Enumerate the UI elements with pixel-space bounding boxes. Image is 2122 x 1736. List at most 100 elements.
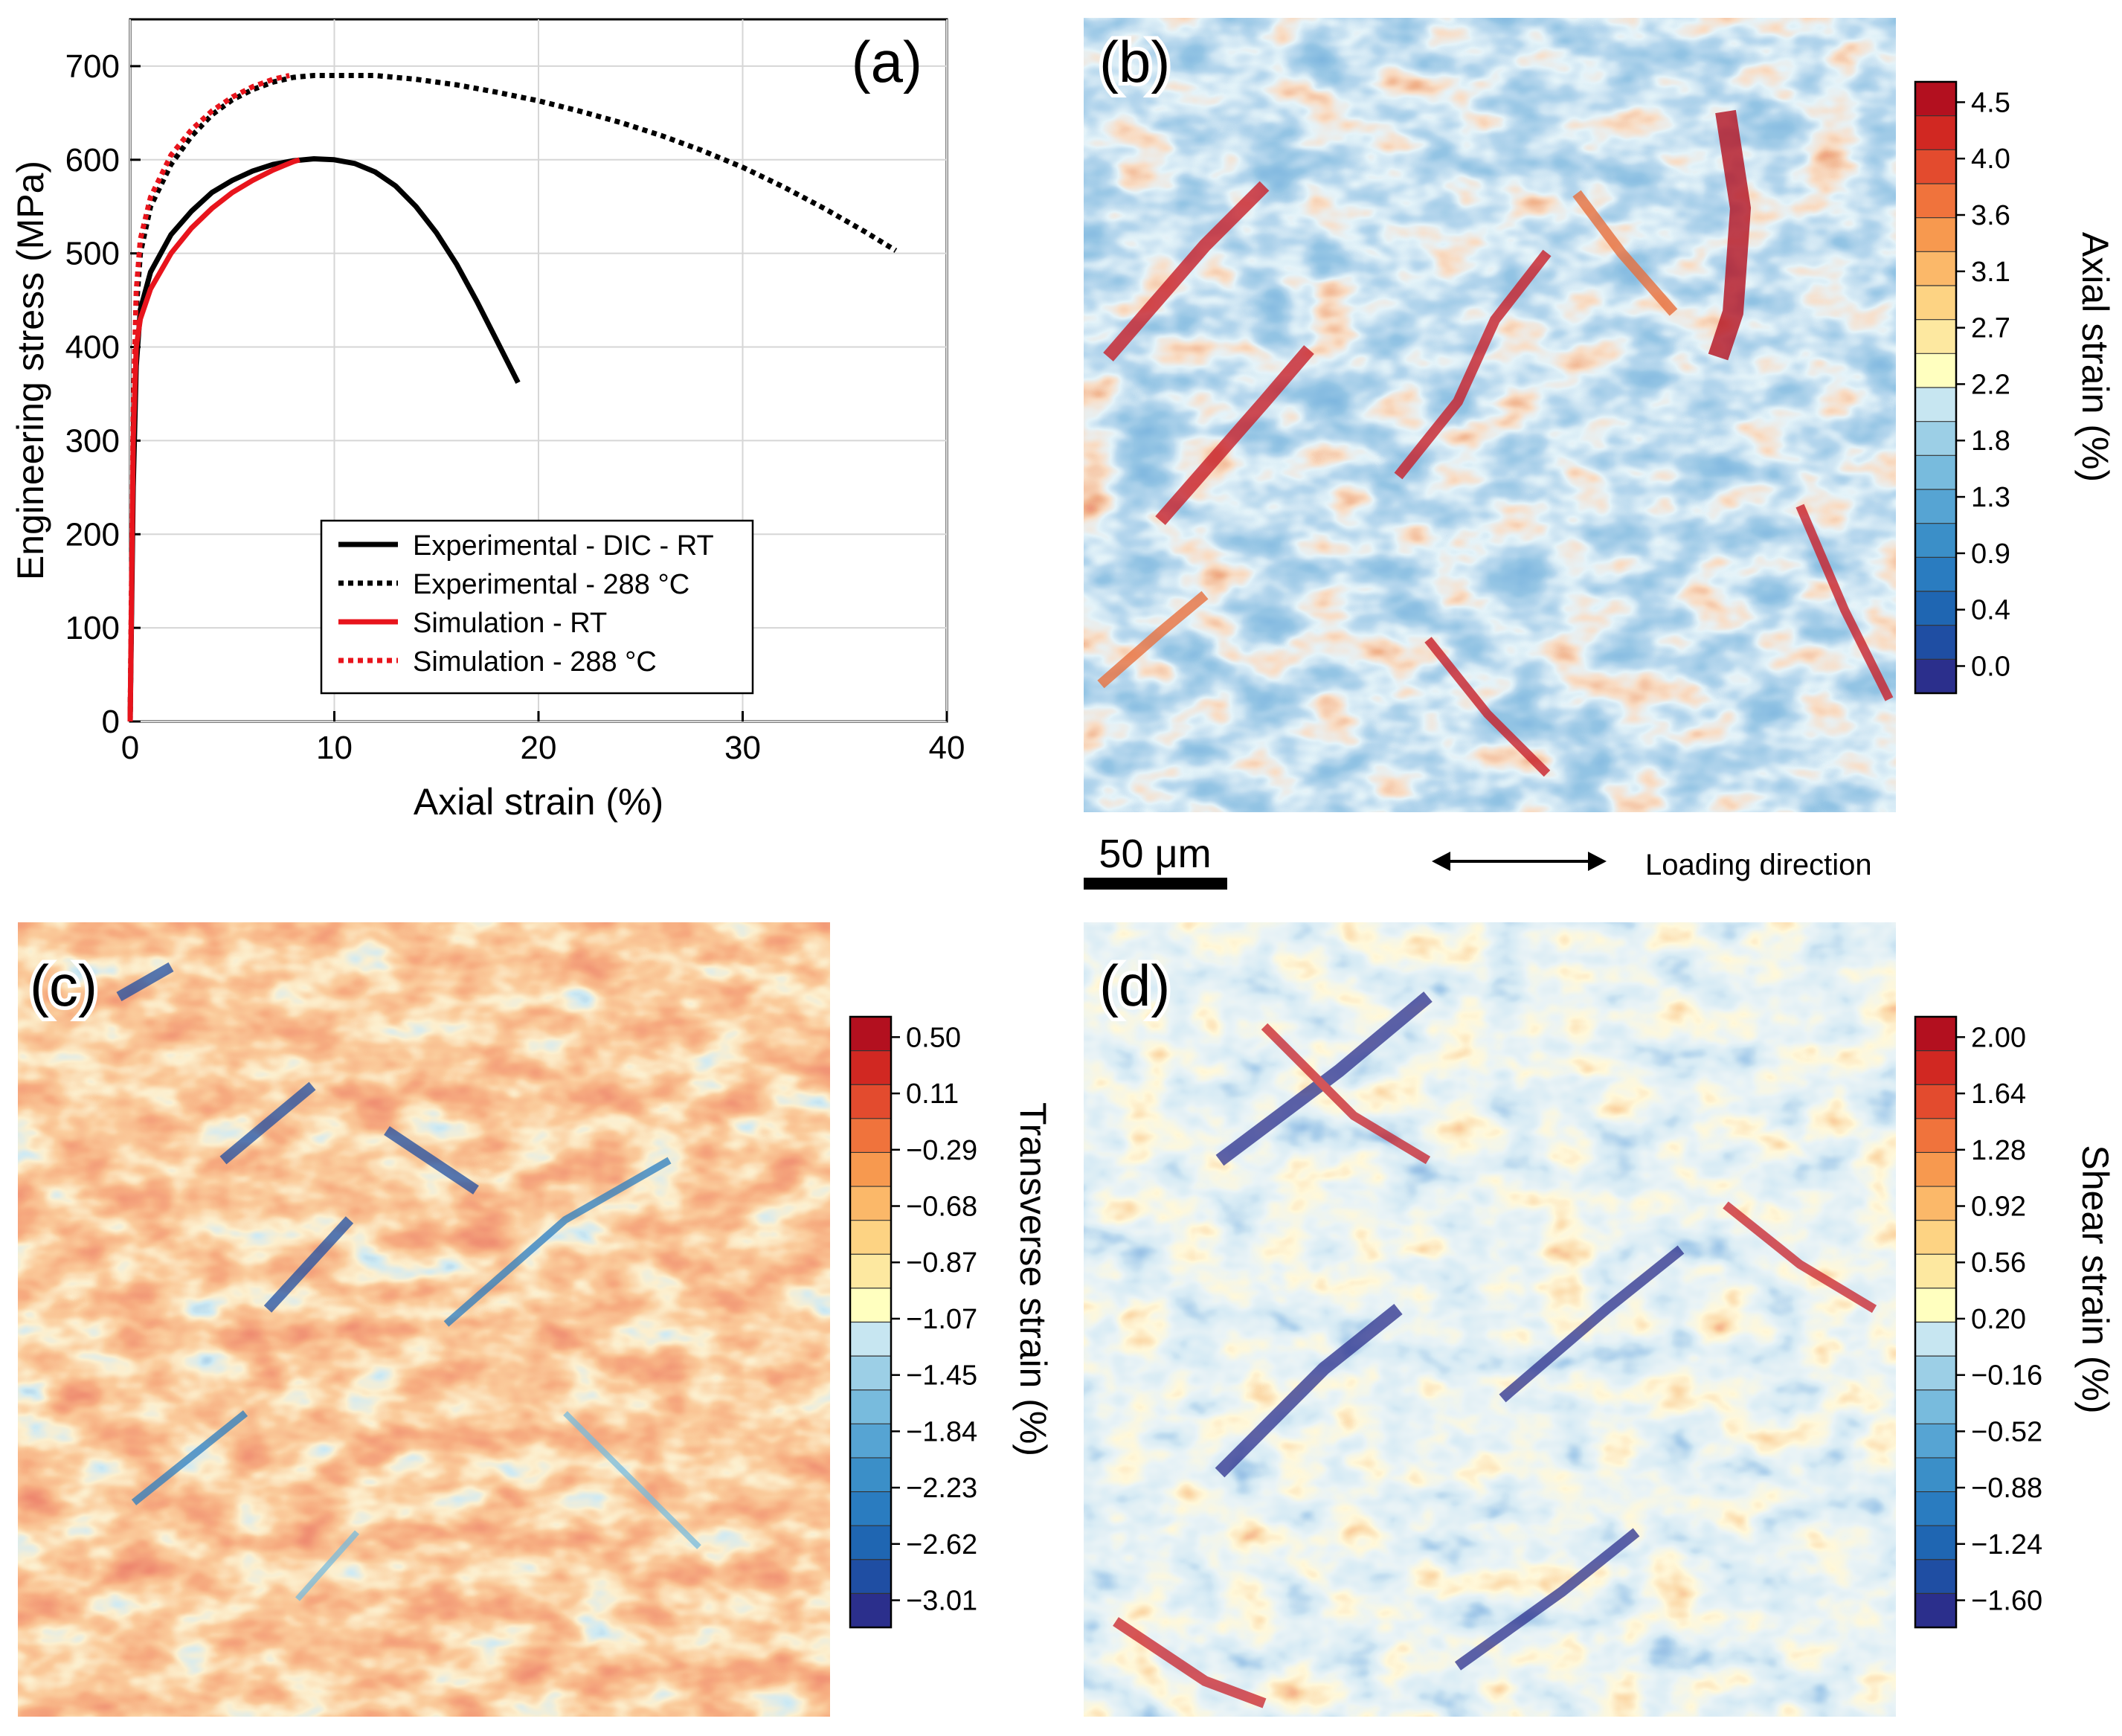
x-tick-label: 30: [724, 730, 761, 766]
legend-label: Simulation - RT: [413, 608, 607, 639]
shear-strain-streaks: [1113, 991, 1877, 1708]
colorbar-tick-label: 1.8: [1971, 425, 2010, 457]
colorbar-band: [1915, 1322, 1956, 1357]
colorbar-band: [850, 1526, 891, 1560]
colorbar-band: [1915, 557, 1956, 592]
colorbar-tick-label: 0.11: [906, 1078, 959, 1110]
colorbar-band: [1915, 1118, 1956, 1153]
series-line-simulation-288-c: [127, 73, 290, 722]
colorbar-band: [1915, 184, 1956, 219]
colorbar-tick-label: 1.28: [1971, 1135, 2026, 1166]
y-tick-label: 600: [65, 142, 120, 179]
colorbar-band: [1915, 1050, 1956, 1085]
colorbar-band: [850, 1186, 891, 1221]
colorbar-band: [850, 1287, 891, 1322]
axial-strain-streaks: [1097, 109, 1894, 777]
colorbar-tick-label: −0.52: [1971, 1416, 2042, 1447]
colorbar-tick-label: 1.3: [1971, 482, 2010, 513]
colorbar-band: [850, 1593, 891, 1628]
colorbar-tick-label: −3.01: [906, 1586, 977, 1617]
colorbar-band: [1915, 217, 1956, 252]
colorbar-band: [1915, 659, 1956, 694]
colorbar-band: [1915, 1186, 1956, 1221]
colorbar-tick-label: 3.6: [1971, 200, 2010, 231]
legend-label: Experimental - 288 °C: [413, 569, 689, 600]
colorbar-tick-label: 2.2: [1971, 369, 2010, 400]
shear-strain-panel: (d) 2.00 1.64 1.28 0.92 0.56 0.20 −0.16 −0.52 −0…: [1084, 922, 2116, 1717]
axial-strain-panel: (b) 4.5 4.0 3.6 3.1 2.7 2.2 1.8 1.3 0.9 0.4 0.0 Ax…: [1084, 18, 2116, 890]
colorbar-tick-label: −0.87: [906, 1247, 977, 1279]
x-axis-label: Axial strain (%): [414, 781, 663, 823]
scale-bar: 50 μm: [1084, 832, 1227, 890]
transverse-strain-panel: (c) 0.50 0.11 −0.29 −0.68 −0.87 −1.07 −1.45 −1.…: [18, 922, 1054, 1717]
colorbar-tick-label: 0.20: [1971, 1304, 2026, 1335]
y-tick-label: 200: [65, 516, 120, 553]
colorbar-band: [850, 1559, 891, 1594]
colorbar-tick-label: 0.92: [1971, 1192, 2026, 1223]
colorbar-band: [1915, 1559, 1956, 1594]
colorbar-band: [1915, 421, 1956, 456]
axial-strain-axis-label: Axial strain (%): [2074, 232, 2116, 482]
y-tick-label: 100: [65, 610, 120, 646]
colorbar-tick-label: 1.64: [1971, 1078, 2026, 1110]
series-line-simulation-rt: [127, 157, 300, 722]
colorbar-band: [850, 1457, 891, 1493]
colorbar-band: [850, 1118, 891, 1153]
x-tick-label: 40: [929, 730, 965, 766]
y-axis-label: Engineering stress (MPa): [10, 161, 51, 580]
colorbar-band: [1915, 353, 1956, 388]
colorbar-tick-label: 0.9: [1971, 539, 2010, 570]
colorbar-frame: [1914, 80, 1958, 695]
y-tick-label: 0: [102, 704, 120, 740]
colorbar-band: [1915, 1017, 1956, 1052]
colorbar-frame: [1914, 1015, 1958, 1629]
colorbar-tick-label: 0.0: [1971, 651, 2010, 682]
legend-label: Simulation - 288 °C: [413, 646, 657, 678]
scale-bar-label: 50 μm: [1099, 832, 1211, 876]
colorbar-band: [1915, 1220, 1956, 1255]
loading-direction-indicator: Loading direction: [1432, 849, 1872, 881]
colorbar-tick-label: 0.56: [1971, 1247, 2026, 1279]
colorbar-tick-label: 4.5: [1971, 87, 2010, 118]
panel-label-d: (d): [1099, 953, 1170, 1018]
colorbar-band: [850, 1356, 891, 1391]
colorbar-tick-label: 4.0: [1971, 144, 2010, 175]
colorbar-frame: [849, 1015, 893, 1629]
legend-box: [320, 519, 754, 695]
data-series: [127, 73, 898, 722]
y-tick-label: 700: [65, 48, 120, 85]
colorbar-tick-label: −0.16: [1971, 1360, 2042, 1392]
shear-strain-map: [1084, 922, 1896, 1717]
colorbar-band: [1915, 388, 1956, 422]
colorbar-band: [1915, 1152, 1956, 1187]
colorbar-band: [850, 1491, 891, 1526]
colorbar-band: [850, 1220, 891, 1255]
colorbar-band: [1915, 1491, 1956, 1526]
y-tick-label: 300: [65, 422, 120, 459]
colorbar-band: [850, 1050, 891, 1085]
colorbar-band: [1915, 591, 1956, 626]
colorbar-band: [1915, 1389, 1956, 1424]
y-tick-label: 500: [65, 236, 120, 272]
y-tick-label: 400: [65, 329, 120, 366]
colorbar-tick-label: 0.4: [1971, 595, 2010, 626]
legend: Experimental - DIC - RT Experimental - 28…: [320, 519, 754, 695]
colorbar-band: [850, 1084, 891, 1119]
colorbar-band: [1915, 82, 1956, 117]
colorbar-tick-label: −0.88: [1971, 1473, 2042, 1504]
colorbar-tick-label: −0.68: [906, 1192, 977, 1223]
colorbar-tick-label: 0.50: [906, 1022, 961, 1053]
colorbar-band: [850, 1424, 891, 1459]
colorbar-band: [1915, 523, 1956, 558]
colorbar-band: [1915, 625, 1956, 660]
transverse-strain-colorbar: 0.50 0.11 −0.29 −0.68 −0.87 −1.07 −1.45 −1.84 −2…: [849, 1015, 977, 1629]
colorbar-tick-label: 2.7: [1971, 313, 2010, 344]
colorbar-band: [1915, 1287, 1956, 1322]
loading-direction-label: Loading direction: [1645, 849, 1872, 881]
colorbar-band: [850, 1254, 891, 1289]
colorbar-tick-label: 3.1: [1971, 257, 2010, 288]
colorbar-band: [850, 1017, 891, 1052]
scale-bar-line: [1084, 878, 1227, 890]
colorbar-band: [1915, 489, 1956, 524]
